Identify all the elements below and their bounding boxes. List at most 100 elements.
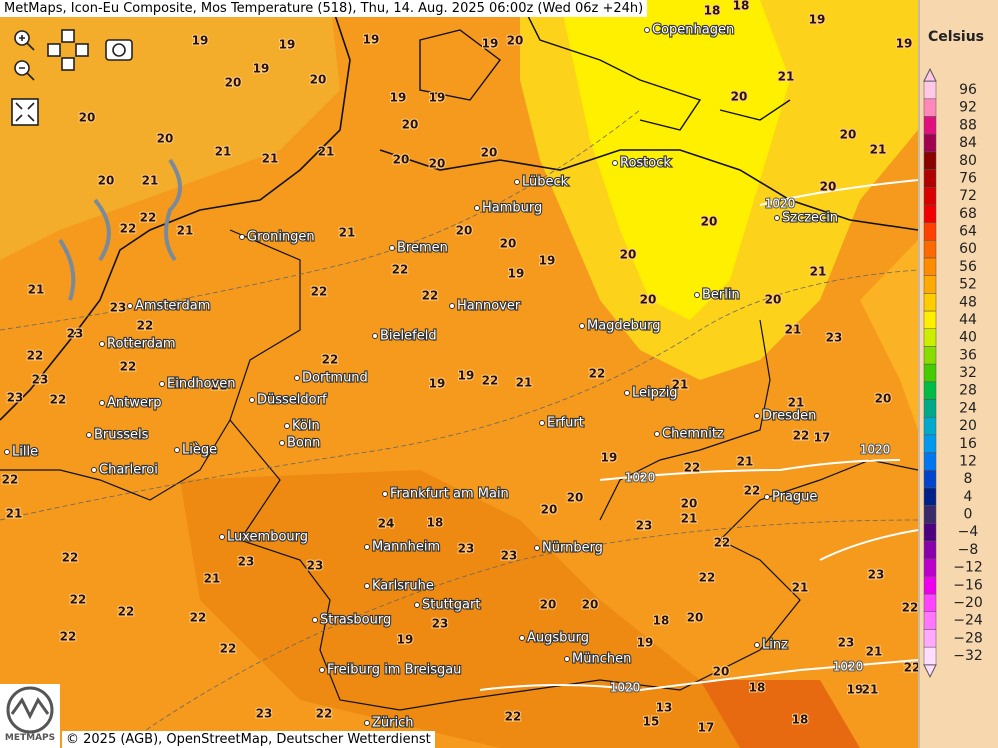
city-label: Frankfurt am Main xyxy=(390,487,509,502)
city-label: Linz xyxy=(762,638,788,653)
legend-swatch xyxy=(923,523,937,542)
temperature: 19 xyxy=(539,254,556,268)
pan-right[interactable] xyxy=(75,43,89,57)
temperature: 18 xyxy=(733,0,750,13)
temperature: 22 xyxy=(27,349,44,363)
temperature: 19 xyxy=(279,38,296,52)
legend-swatch xyxy=(923,381,937,400)
legend-title: Celsius xyxy=(928,29,984,45)
legend-label: 52 xyxy=(959,277,977,293)
temperature: 21 xyxy=(28,283,45,297)
temperature: 23 xyxy=(32,373,49,387)
city-dot xyxy=(449,303,455,309)
temperature: 23 xyxy=(636,519,653,533)
temperature: 18 xyxy=(749,681,766,695)
temperature: 19 xyxy=(637,636,654,650)
temperature: 20 xyxy=(157,132,174,146)
city-dot xyxy=(4,449,10,455)
legend-label: 88 xyxy=(959,117,977,133)
city-label: Erfurt xyxy=(547,416,584,431)
city-label: Copenhagen xyxy=(652,23,734,38)
temperature: 23 xyxy=(67,327,84,341)
temperature: 22 xyxy=(699,571,716,585)
temperature: 21 xyxy=(262,152,279,166)
legend-label: −12 xyxy=(953,560,983,576)
temperature: 20 xyxy=(582,598,599,612)
city-dot xyxy=(279,440,285,446)
city-label: Chemnitz xyxy=(662,427,724,442)
legend-swatch xyxy=(923,558,937,577)
temperature: 20 xyxy=(310,73,327,87)
city-dot xyxy=(284,423,290,429)
temperature: 20 xyxy=(456,224,473,238)
city-dot xyxy=(612,160,618,166)
temperature: 21 xyxy=(737,455,754,469)
legend-label: 8 xyxy=(964,471,973,487)
city-dot xyxy=(389,245,395,251)
temperature: 22 xyxy=(220,642,237,656)
city-dot xyxy=(654,431,660,437)
legend-label: 80 xyxy=(959,153,977,169)
city-label: Amsterdam xyxy=(135,299,210,314)
legend-label: 44 xyxy=(959,312,977,328)
screenshot-button[interactable] xyxy=(105,39,133,61)
temperature: 21 xyxy=(862,683,879,697)
temperature: 19 xyxy=(896,37,913,51)
attribution: © 2025 (AGB), OpenStreetMap, Deutscher W… xyxy=(62,731,435,748)
legend-label: 20 xyxy=(959,418,977,434)
legend-label: 4 xyxy=(964,489,973,505)
city-label: Karlsruhe xyxy=(372,579,434,594)
cool-zone xyxy=(560,0,790,320)
city-dot xyxy=(319,667,325,673)
temperature: 20 xyxy=(402,118,419,132)
temperature: 22 xyxy=(902,601,918,615)
temperature: 21 xyxy=(785,323,802,337)
temperature: 20 xyxy=(875,392,892,406)
city-dot xyxy=(174,447,180,453)
city-dot xyxy=(534,545,540,551)
fullscreen-button[interactable] xyxy=(11,98,39,126)
isobar-label: 1020 xyxy=(765,197,796,211)
legend-swatch xyxy=(923,275,937,294)
legend-swatch xyxy=(923,416,937,436)
temperature: 23 xyxy=(432,617,449,631)
city-label: Köln xyxy=(292,419,320,434)
temperature: 22 xyxy=(589,367,606,381)
city-dot xyxy=(159,381,165,387)
sea-contour xyxy=(58,158,182,301)
pan-down[interactable] xyxy=(61,57,75,71)
city-dot xyxy=(86,432,92,438)
legend-swatch xyxy=(923,293,937,312)
legend-swatch xyxy=(923,133,937,153)
isobar-label: 1020 xyxy=(625,471,656,485)
temperature: 20 xyxy=(541,503,558,517)
city-label: Hannover xyxy=(457,299,521,314)
legend-arrow-top xyxy=(923,68,937,82)
legend-swatch xyxy=(923,593,937,613)
temperature: 21 xyxy=(204,572,221,586)
logo-ring xyxy=(6,686,54,734)
legend-swatch xyxy=(923,257,937,276)
temperature: 20 xyxy=(701,215,718,229)
temperature: 21 xyxy=(681,512,698,526)
temperature: 23 xyxy=(838,636,855,650)
city-label: Hamburg xyxy=(482,201,542,216)
pan-left[interactable] xyxy=(47,43,61,57)
city-label: Antwerp xyxy=(107,396,161,411)
legend-label: 72 xyxy=(959,188,977,204)
temperature: 21 xyxy=(339,226,356,240)
temperature: 20 xyxy=(567,491,584,505)
legend-swatch xyxy=(923,169,937,188)
isobar xyxy=(479,179,918,692)
city-label: Magdeburg xyxy=(587,319,661,334)
legend-swatch xyxy=(923,452,937,471)
legend-label: 36 xyxy=(959,347,977,363)
city-label: Berlin xyxy=(702,288,740,303)
temperature: 21 xyxy=(788,396,805,410)
legend-swatch xyxy=(923,505,937,524)
pan-up[interactable] xyxy=(61,29,75,43)
temperature: 21 xyxy=(870,143,887,157)
